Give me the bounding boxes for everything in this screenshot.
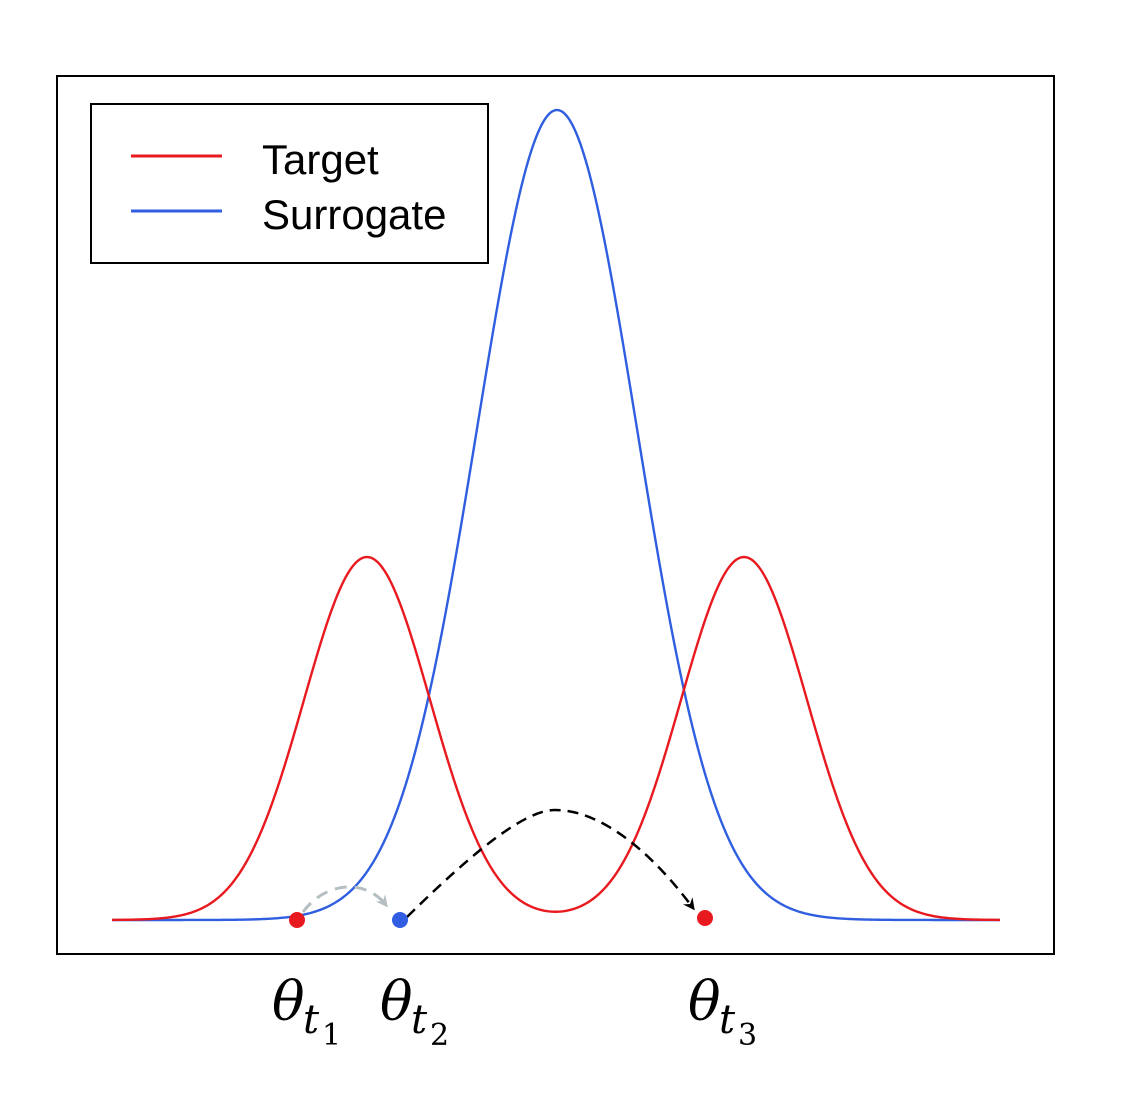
svg-text:2: 2 [430,1018,449,1053]
theta-t2-label: θ t 2 [380,970,449,1053]
legend-box [90,103,489,264]
svg-text:θ: θ [688,970,721,1033]
theta-t1-label: θ t 1 [272,970,341,1053]
svg-text:θ: θ [272,970,305,1033]
theta-t2-point [392,912,408,928]
faded-jump-arrow [301,885,388,913]
svg-text:t: t [411,997,428,1043]
plot-frame [56,75,1055,955]
svg-text:θ: θ [380,970,413,1033]
svg-text:t: t [719,997,736,1043]
target-curve [111,555,1001,922]
svg-text:1: 1 [322,1018,341,1053]
surrogate-curve [112,108,1000,922]
legend-label-surrogate: Surrogate [262,191,446,238]
legend: Target Surrogate [90,103,489,264]
theta-t1-point [289,912,305,928]
svg-text:3: 3 [738,1018,757,1053]
legend-label-target: Target [262,136,379,183]
theta-t3-label: θ t 3 [688,970,757,1053]
svg-text:t: t [303,997,320,1043]
dashed-jump-arrow [406,808,695,918]
theta-t3-point [697,910,713,926]
